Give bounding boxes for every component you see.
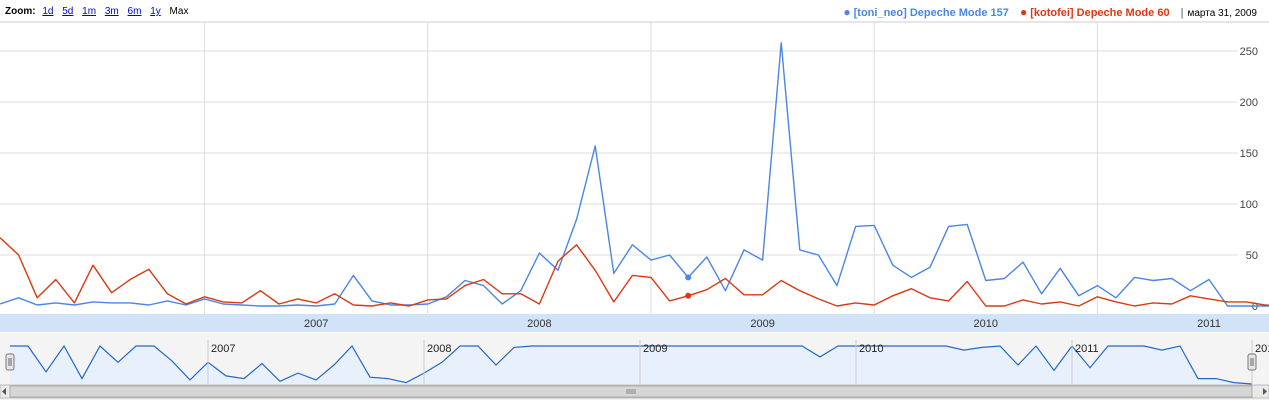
navigator-area: [10, 346, 1252, 384]
chart-legend: ● [toni_neo] Depeche Mode 157 ● [kotofei] …: [843, 5, 1257, 19]
zoom-label: Zoom:: [5, 6, 36, 17]
series-2-line: [0, 237, 1269, 307]
x-tick-label: 2011: [1197, 318, 1221, 330]
zoom-6m-link[interactable]: 6m: [127, 6, 142, 17]
navigator-tick-label: 2010: [859, 343, 883, 355]
navigator-tick-label: 2009: [643, 343, 667, 355]
scroll-left-arrow-icon[interactable]: [2, 388, 6, 395]
scroll-right-arrow-icon[interactable]: [1263, 388, 1267, 395]
series-1-highlight-point: [685, 274, 692, 281]
x-tick-label: 2008: [527, 318, 551, 330]
navigator-tick-label: 2012: [1255, 343, 1269, 355]
navigator-left-handle[interactable]: [5, 353, 15, 371]
navigator-line: [10, 344, 1253, 385]
series-2-highlight-point: [685, 292, 692, 299]
y-tick-label: 100: [1240, 199, 1258, 211]
zoom-controls: Zoom: 1d 5d 1m 3m 6m 1y Max: [5, 6, 188, 17]
series-2-legend-dot-icon: ●: [1019, 5, 1028, 19]
y-tick-label: 0: [1252, 301, 1258, 313]
series-1-line: [0, 42, 1269, 307]
zoom-1d-link[interactable]: 1d: [42, 6, 54, 17]
legend-separator: |: [1180, 7, 1184, 19]
navigator-tick-label: 2011: [1075, 343, 1099, 355]
x-tick-label: 2007: [304, 318, 328, 330]
series-2-legend-label: [kotofei] Depeche Mode 60: [1030, 7, 1170, 19]
series-1-legend-dot-icon: ●: [843, 5, 851, 19]
chart-toolbar: Zoom: 1d 5d 1m 3m 6m 1y Max ● [toni_neo] …: [0, 0, 1269, 22]
y-tick-label: 250: [1240, 46, 1258, 58]
y-tick-label: 200: [1240, 97, 1258, 109]
y-tick-label: 50: [1246, 250, 1258, 262]
zoom-1m-link[interactable]: 1m: [82, 6, 97, 17]
navigator-right-handle[interactable]: [1247, 353, 1257, 371]
x-tick-label: 2010: [974, 318, 998, 330]
series-1-legend-label: [toni_neo] Depeche Mode 157: [853, 7, 1009, 19]
zoom-max-current: Max: [169, 6, 189, 17]
y-tick-label: 150: [1240, 148, 1258, 160]
zoom-5d-link[interactable]: 5d: [62, 6, 74, 17]
zoom-1y-link[interactable]: 1y: [150, 6, 161, 17]
x-axis-band: [0, 314, 1269, 332]
x-tick-label: 2009: [750, 318, 774, 330]
navigator-tick-label: 2007: [211, 343, 235, 355]
navigator-tick-label: 2008: [427, 343, 451, 355]
legend-date: марта 31, 2009: [1187, 8, 1257, 19]
zoom-3m-link[interactable]: 3m: [104, 6, 119, 17]
